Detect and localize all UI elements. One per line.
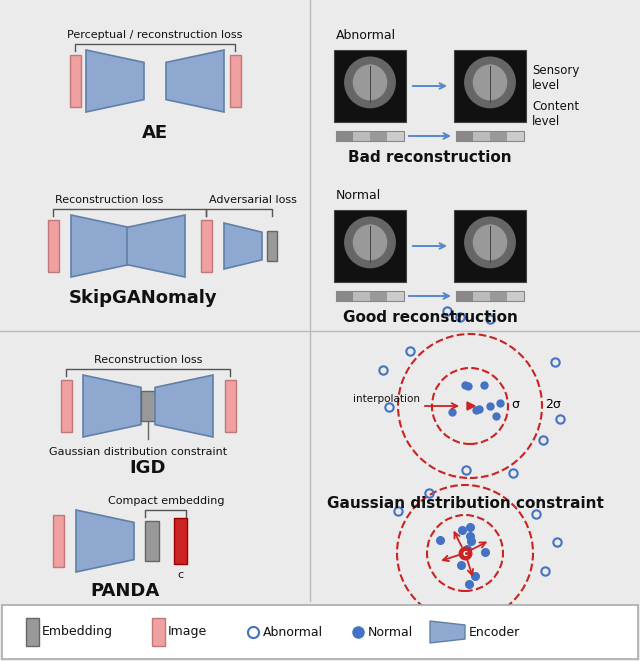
Text: Content
level: Content level <box>532 100 579 128</box>
Polygon shape <box>83 375 141 437</box>
Text: Normal: Normal <box>336 189 381 202</box>
Bar <box>173 518 186 564</box>
Polygon shape <box>155 375 213 437</box>
Bar <box>454 50 526 122</box>
Bar <box>334 50 406 122</box>
Text: Reconstruction loss: Reconstruction loss <box>55 195 163 205</box>
Text: Bad reconstruction: Bad reconstruction <box>348 150 512 165</box>
Bar <box>230 55 241 107</box>
Bar <box>336 131 353 141</box>
Polygon shape <box>71 215 129 277</box>
Text: PANDA: PANDA <box>90 582 159 600</box>
Text: Encoder: Encoder <box>469 625 520 639</box>
Polygon shape <box>76 510 134 572</box>
Bar <box>152 618 164 646</box>
Bar <box>334 210 406 282</box>
Ellipse shape <box>473 64 508 100</box>
Text: σ: σ <box>511 397 519 410</box>
Bar <box>2 605 638 659</box>
Bar <box>353 131 370 141</box>
Bar <box>490 131 507 141</box>
Text: Compact embedding: Compact embedding <box>377 635 553 650</box>
Ellipse shape <box>353 64 387 100</box>
Polygon shape <box>127 215 185 277</box>
Ellipse shape <box>344 217 396 268</box>
Polygon shape <box>86 50 144 112</box>
Polygon shape <box>224 223 262 269</box>
Text: SkipGANomaly: SkipGANomaly <box>68 289 218 307</box>
Bar <box>47 220 58 272</box>
Bar <box>370 291 387 301</box>
Text: Adversarial loss: Adversarial loss <box>209 195 297 205</box>
Text: interpolation: interpolation <box>353 394 420 404</box>
Text: Image: Image <box>168 625 207 639</box>
Ellipse shape <box>464 56 516 108</box>
Text: Compact embedding: Compact embedding <box>108 496 224 506</box>
Text: Sensory
level: Sensory level <box>532 64 579 92</box>
Bar <box>507 291 524 301</box>
Text: Embedding: Embedding <box>42 625 113 639</box>
Text: Good reconstruction: Good reconstruction <box>342 310 517 325</box>
Text: AE: AE <box>142 124 168 142</box>
Bar <box>141 391 155 421</box>
Text: c: c <box>463 549 467 557</box>
Bar <box>26 618 38 646</box>
Bar <box>70 55 81 107</box>
Bar <box>473 291 490 301</box>
Bar <box>200 220 211 272</box>
Bar <box>454 210 526 282</box>
Text: 2σ: 2σ <box>545 397 561 410</box>
Text: Reconstruction loss: Reconstruction loss <box>94 355 202 365</box>
Bar <box>61 380 72 432</box>
Text: Normal: Normal <box>368 625 413 639</box>
Bar <box>456 131 524 141</box>
Ellipse shape <box>344 56 396 108</box>
Text: Abnormal: Abnormal <box>263 625 323 639</box>
Bar <box>473 131 490 141</box>
Bar <box>336 291 353 301</box>
Ellipse shape <box>353 224 387 260</box>
Bar <box>52 515 63 567</box>
Bar <box>507 131 524 141</box>
Text: Gaussian distribution constraint: Gaussian distribution constraint <box>49 447 227 457</box>
Bar <box>353 291 370 301</box>
Text: c: c <box>177 570 183 580</box>
Bar <box>456 131 473 141</box>
Ellipse shape <box>464 217 516 268</box>
Text: Gaussian distribution constraint: Gaussian distribution constraint <box>326 496 604 511</box>
Bar <box>456 291 524 301</box>
Bar <box>456 291 473 301</box>
Bar <box>387 291 404 301</box>
Bar <box>336 291 404 301</box>
Bar <box>490 291 507 301</box>
Bar <box>370 131 387 141</box>
Text: Abnormal: Abnormal <box>336 29 396 42</box>
Polygon shape <box>166 50 224 112</box>
Bar <box>336 131 404 141</box>
Polygon shape <box>430 621 465 643</box>
Text: Perceptual / reconstruction loss: Perceptual / reconstruction loss <box>67 30 243 40</box>
Bar <box>387 131 404 141</box>
Ellipse shape <box>473 224 508 260</box>
Polygon shape <box>467 402 475 410</box>
Bar <box>145 521 159 561</box>
Bar <box>225 380 236 432</box>
Bar <box>267 231 277 261</box>
Text: IGD: IGD <box>130 459 166 477</box>
